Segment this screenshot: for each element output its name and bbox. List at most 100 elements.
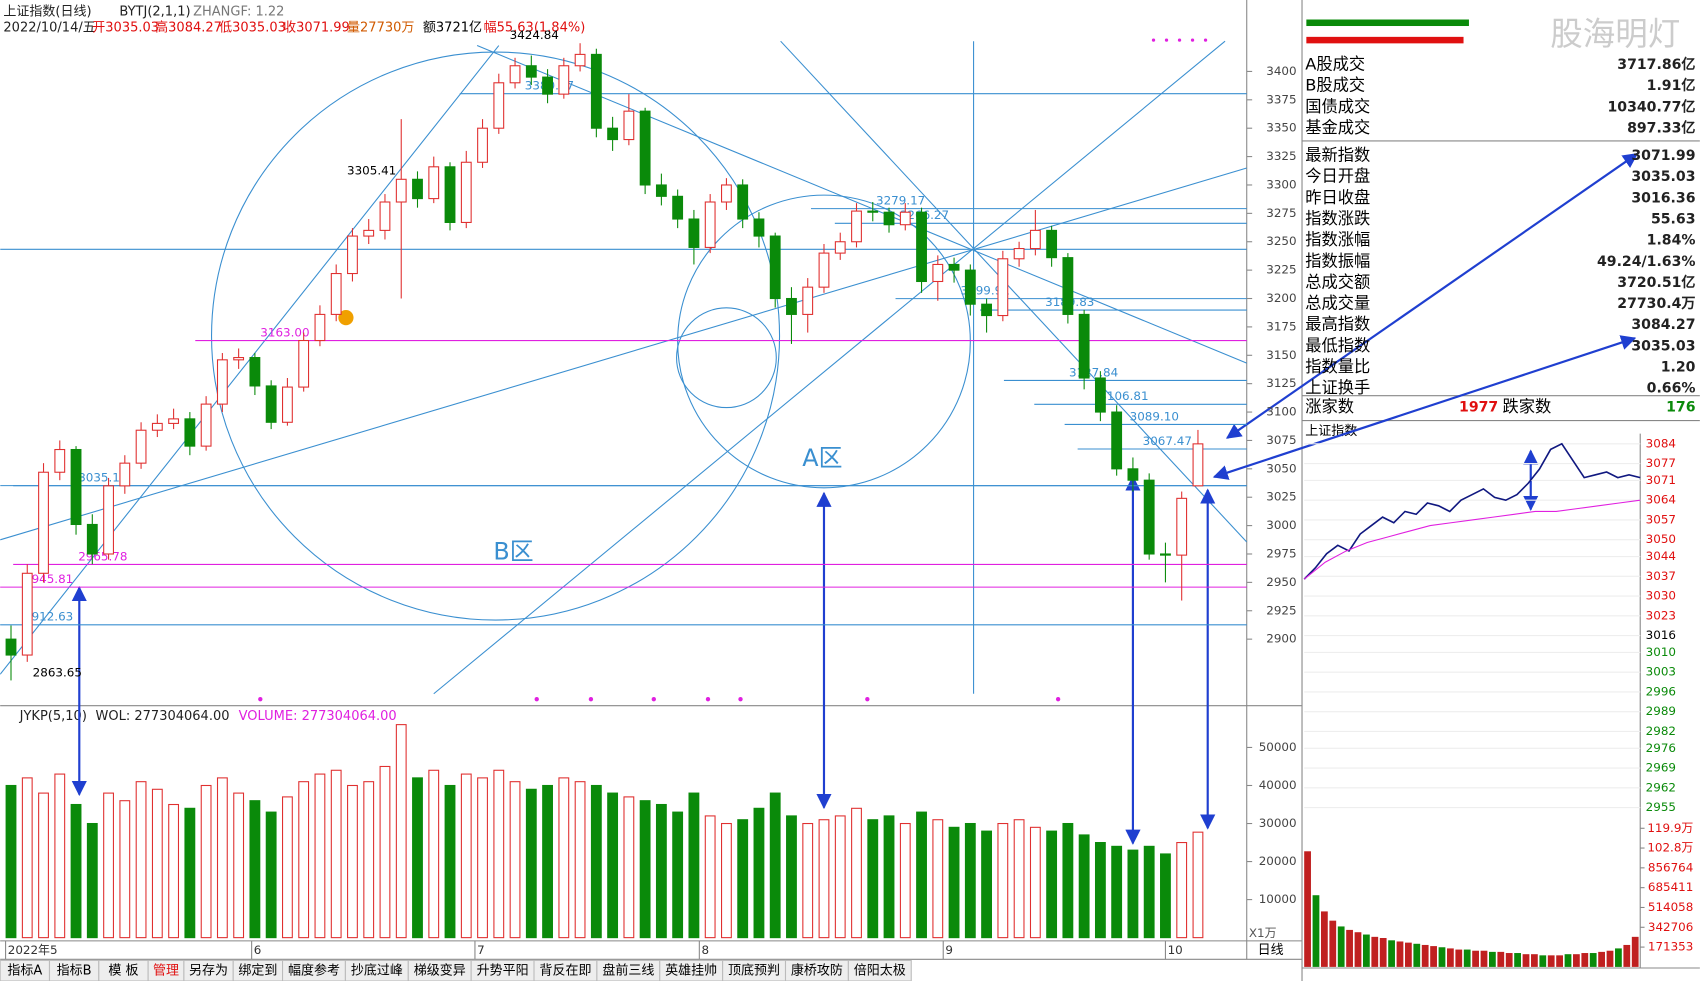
side-value: 3717.86亿: [1617, 56, 1695, 73]
intraday-volume: [1573, 954, 1580, 967]
candle-body: [119, 462, 131, 487]
tab-label[interactable]: 幅度参考: [288, 963, 340, 979]
candle-body: [834, 241, 846, 254]
tab-label[interactable]: 抄底过峰: [351, 963, 403, 979]
volume-bar: [21, 777, 33, 939]
candle-body: [412, 178, 423, 200]
candle-body: [1029, 229, 1041, 250]
tab-label[interactable]: 升势平阳: [477, 963, 529, 979]
candle-body: [216, 359, 228, 405]
up-count: 1977: [1459, 400, 1498, 416]
side-label: 上证换手: [1305, 378, 1370, 397]
intraday-volume: [1480, 950, 1488, 967]
volume-bar: [460, 773, 472, 939]
y-tick-label: 2955: [1646, 800, 1676, 814]
intraday-volume: [1514, 953, 1521, 967]
side-value: 1.91亿: [1647, 77, 1696, 94]
candle-body: [672, 195, 684, 220]
volume-bar: [298, 781, 310, 939]
volume-bar: [1046, 830, 1058, 939]
volume-bar: [249, 800, 261, 939]
tab-label[interactable]: 管理: [153, 964, 179, 979]
volume-bar: [428, 769, 440, 939]
wol: WOL: 277304064.00: [96, 709, 230, 724]
y-tick-label: 3050: [1646, 532, 1676, 546]
tab-label[interactable]: 盘前三线: [602, 963, 654, 979]
volume-bar: [899, 822, 911, 939]
volume-bar: [281, 796, 293, 939]
y-tick-label: 3375: [1266, 92, 1296, 106]
y-tick-label: 3077: [1646, 456, 1676, 470]
bar-change: 幅55.63(1.84%): [484, 21, 586, 36]
y-tick-label: 3030: [1646, 589, 1676, 603]
y-tick-label: 30000: [1259, 816, 1297, 830]
tab-label[interactable]: 梯级变异: [414, 963, 466, 979]
y-tick-label: 3150: [1266, 348, 1296, 362]
level-label: 2965.78: [78, 549, 127, 563]
candle-body: [558, 65, 570, 95]
side-label: 最低指数: [1305, 336, 1370, 355]
candle-body: [1143, 479, 1155, 555]
intraday-volume: [1539, 955, 1547, 967]
candle-body: [103, 485, 114, 555]
volume-bar: [200, 784, 212, 939]
volume-bar: [1078, 834, 1090, 939]
tab-label[interactable]: 背反在即: [539, 964, 591, 979]
y-tick-label: 2996: [1646, 684, 1676, 698]
y-tick-label: 685411: [1648, 880, 1693, 894]
candle-body: [948, 263, 960, 271]
volume-bar: [265, 811, 277, 939]
volume-bar: [1029, 826, 1041, 939]
tab-label[interactable]: 顶底预判: [728, 963, 780, 979]
candle-body: [997, 258, 1009, 317]
y-tick-label: 856764: [1648, 860, 1693, 874]
intraday-volume: [1522, 954, 1530, 967]
side-value: 10340.77亿: [1608, 98, 1696, 115]
y-tick-label: 3071: [1646, 473, 1676, 487]
tab-label[interactable]: 指标B: [57, 964, 92, 979]
volume-bar: [607, 792, 619, 939]
intraday-volume: [1379, 938, 1387, 967]
volume-bar: [1013, 819, 1025, 939]
y-tick-label: 2975: [1266, 546, 1296, 560]
intraday-volume: [1547, 955, 1555, 967]
y-tick-label: 3023: [1646, 608, 1676, 622]
intraday-volume: [1362, 934, 1370, 967]
volume-bar: [493, 769, 505, 939]
volume-bar: [1192, 831, 1204, 939]
tab-label[interactable]: 英雄挂帅: [665, 964, 717, 979]
side-value: 1.20: [1661, 359, 1696, 375]
candle-body: [590, 53, 602, 129]
side-label: 指数涨幅: [1305, 230, 1370, 249]
tab-label[interactable]: 倍阳太极: [854, 964, 906, 979]
intraday-volume: [1430, 946, 1437, 967]
intraday-volume: [1531, 954, 1538, 967]
y-tick-label: 50000: [1259, 740, 1297, 754]
candle-body: [525, 65, 537, 78]
y-tick-label: 2925: [1266, 603, 1296, 617]
side-label: 今日开盘: [1305, 167, 1370, 186]
y-tick-label: 342706: [1648, 920, 1693, 934]
intraday-volume: [1346, 929, 1353, 967]
y-tick-label: 514058: [1648, 900, 1693, 914]
level-label: 2863.65: [33, 665, 82, 679]
y-tick-label: 10000: [1259, 892, 1297, 906]
volume-bar: [655, 803, 667, 939]
candle-body: [184, 418, 196, 447]
volume-bar: [542, 784, 553, 939]
candle-body: [5, 638, 17, 656]
volume-bar: [753, 807, 765, 939]
level-label: 3279.17: [876, 194, 925, 208]
volume-bar: [54, 773, 66, 939]
y-tick-label: 3084: [1646, 436, 1676, 450]
volume-bar: [379, 765, 391, 939]
tab-label[interactable]: 模 板: [108, 964, 138, 979]
x-tick-label: 7: [477, 943, 485, 957]
tab-label[interactable]: 指标A: [7, 964, 42, 979]
tab-label[interactable]: 绑定到: [238, 964, 277, 979]
intraday-volume: [1438, 947, 1446, 967]
y-tick-label: 3025: [1266, 490, 1296, 504]
intraday-price: [1303, 442, 1641, 580]
tab-label[interactable]: 另存为: [189, 964, 228, 979]
tab-label[interactable]: 康桥攻防: [791, 963, 843, 979]
